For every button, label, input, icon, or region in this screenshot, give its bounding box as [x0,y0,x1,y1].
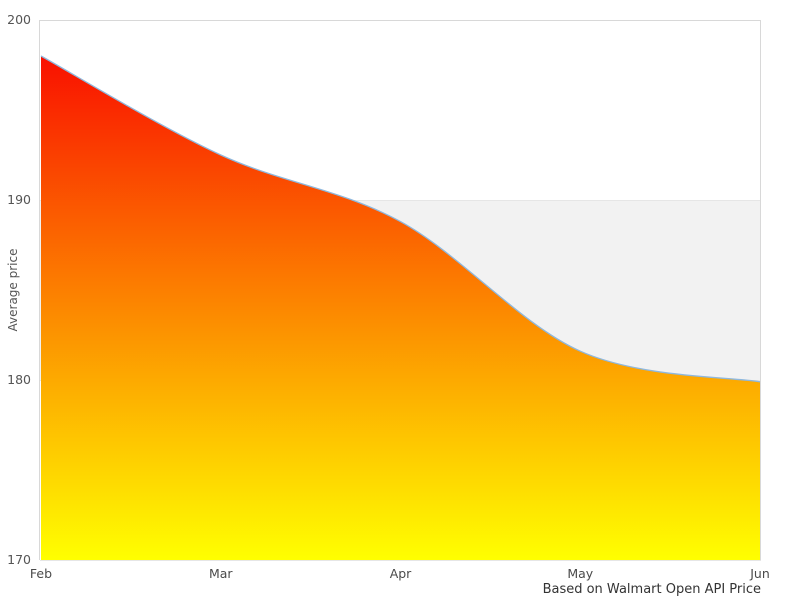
y-tick-label-180: 180 [7,372,31,387]
y-tick-label-190: 190 [7,192,31,207]
price-area-series[interactable] [41,56,760,560]
chart-caption: Based on Walmart Open API Price [542,582,761,597]
y-axis-title: Average price [6,248,20,332]
price-line-series[interactable] [40,55,761,383]
y-tick-label-200: 200 [7,12,31,27]
x-tick-label-apr: Apr [389,566,412,581]
x-tick-label-mar: Mar [208,566,233,581]
x-tick-label-may: May [567,566,594,581]
y-tick-label-170: 170 [7,552,31,567]
x-tick-label-feb: Feb [29,566,53,581]
x-tick-label-jun: Jun [750,566,770,581]
